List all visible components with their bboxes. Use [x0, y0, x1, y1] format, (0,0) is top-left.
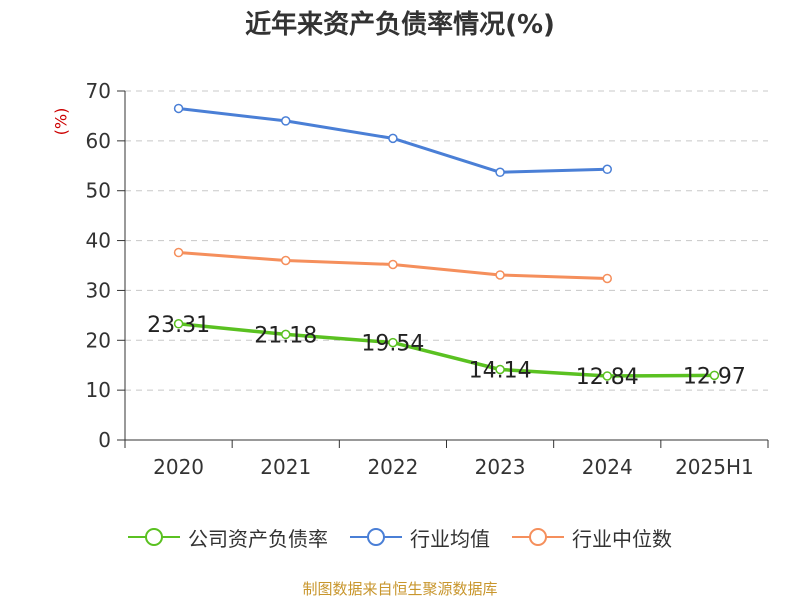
data-point-s0-3 [495, 364, 505, 375]
data-point-s0-5 [709, 370, 720, 381]
axes: 0 10 20 30 40 50 60 70 2020 2021 2022 2023 2024 2025H… [86, 79, 769, 479]
data-point-s2-0 [173, 247, 184, 258]
data-point-s1-4 [602, 164, 612, 175]
data-point-s0-0 [173, 319, 184, 329]
legend-label-company: 公司资产负债率 [188, 526, 328, 551]
legend-item-company[interactable]: 公司资产负债率 [128, 523, 328, 552]
legend-marker-industry-median [512, 528, 564, 546]
data-labels: 23.31 21.18 19.54 14.14 12.84 12.97 [147, 313, 746, 390]
data-point-s0-2 [388, 337, 398, 348]
chart-title: 近年来资产负债率情况(%) [245, 10, 555, 40]
data-point-s2-2 [388, 259, 398, 270]
x-tick-label-2021: 2021 [260, 455, 311, 479]
grid-lines [125, 90, 768, 391]
data-point-s2-4 [602, 273, 612, 284]
y-tick-label-10: 10 [86, 378, 111, 402]
data-point-s2-1 [281, 255, 291, 266]
data-point-s1-3 [495, 167, 505, 178]
y-tick-label-20: 20 [86, 328, 111, 352]
data-point-s0-1 [281, 329, 291, 340]
y-tick-label-50: 50 [86, 179, 111, 203]
legend: 公司资产负债率 行业均值 行业中位数 [0, 520, 800, 554]
data-point-s0-4 [602, 371, 612, 381]
y-tick-label-40: 40 [86, 229, 111, 253]
data-label-4: 12.84 [576, 365, 639, 390]
x-tick-label-2024: 2024 [582, 455, 633, 479]
legend-item-industry-mean[interactable]: 行业均值 [350, 523, 490, 552]
data-point-s1-1 [281, 116, 291, 126]
legend-marker-company [128, 528, 180, 546]
y-tick-label-70: 70 [86, 79, 111, 103]
series-line-0 [178, 322, 715, 378]
x-tick-label-2020: 2020 [153, 455, 204, 479]
data-label-0: 23.31 [147, 313, 210, 338]
y-tick-label-30: 30 [86, 278, 111, 302]
legend-label-industry-median: 行业中位数 [572, 526, 672, 551]
legend-marker-industry-mean [350, 528, 402, 546]
series-lines [173, 103, 720, 381]
legend-label-industry-mean: 行业均值 [410, 526, 490, 551]
data-point-s1-2 [388, 133, 398, 144]
data-label-1: 21.18 [254, 323, 317, 348]
data-point-s1-0 [173, 103, 184, 114]
y-tick-label-0: 0 [98, 428, 111, 452]
y-tick-label-60: 60 [86, 129, 111, 153]
legend-item-industry-median[interactable]: 行业中位数 [512, 523, 672, 552]
data-label-5: 12.97 [683, 364, 746, 389]
data-source: 制图数据来自恒生聚源数据库 [302, 580, 498, 598]
x-tick-label-2023: 2023 [475, 455, 526, 479]
data-label-2: 19.54 [361, 332, 424, 357]
x-tick-label-2022: 2022 [367, 455, 418, 479]
x-tick-label-2025H1: 2025H1 [675, 455, 754, 479]
data-point-s2-3 [495, 270, 505, 280]
data-label-3: 14.14 [469, 359, 532, 384]
